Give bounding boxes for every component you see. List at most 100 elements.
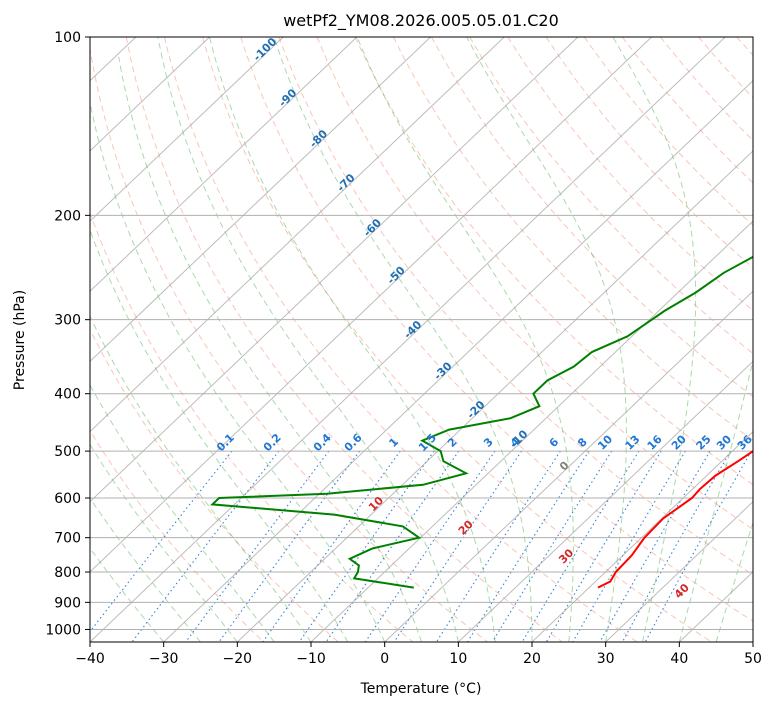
- mixing-ratio-label: 2: [445, 435, 460, 450]
- mixing-ratio-label: 6: [547, 435, 562, 450]
- moist-adiabat: [466, 37, 627, 642]
- background-grid: [0, 37, 753, 642]
- x-tick-label: −40: [75, 651, 105, 667]
- theta-label: 10: [366, 494, 386, 514]
- isotherm-line: [90, 37, 210, 152]
- isotherm-label: -60: [361, 216, 384, 239]
- x-tick-label: 0: [380, 651, 389, 667]
- dry-adiabat: [163, 37, 638, 642]
- y-tick-label: 600: [54, 491, 81, 507]
- moist-adiabat: [90, 443, 238, 642]
- series-group: [210, 255, 753, 589]
- isotherm-line: [90, 37, 431, 363]
- y-tick-label: 1000: [45, 622, 81, 638]
- isotherm-line: [457, 360, 753, 642]
- dry-adiabat: [90, 429, 264, 642]
- x-tick-label: 40: [670, 651, 688, 667]
- mixing-ratio-line: [599, 450, 711, 642]
- x-axis: −40 −30 −20 −10 0 10 20 30 40 50: [75, 642, 762, 667]
- moist-adiabat: [752, 640, 753, 642]
- isotherm-label: -20: [464, 398, 487, 421]
- isotherm-label: -80: [307, 127, 330, 150]
- dry-adiabat: [354, 37, 753, 486]
- moist-adiabat: [209, 37, 496, 642]
- mixing-ratio-label: 13: [623, 433, 643, 453]
- x-tick-label: 50: [744, 651, 762, 667]
- y-tick-label: 100: [54, 30, 81, 46]
- mixing-ratio-label: 8: [575, 435, 590, 450]
- moist-adiabat: [612, 37, 697, 642]
- x-tick-label: −30: [149, 651, 179, 667]
- isotherm-line: [752, 641, 753, 642]
- y-axis: 100 200 300 400 500 600 700 800 900 1000: [45, 30, 90, 638]
- dry-adiabat: [583, 37, 753, 226]
- dry-adiabat: [90, 211, 414, 642]
- x-tick-label: −10: [296, 651, 326, 667]
- mixing-ratio-label: 1: [386, 435, 401, 450]
- isotherm-line: [678, 571, 753, 642]
- mixing-ratio-line: [131, 450, 280, 642]
- isotherm-label: -90: [276, 86, 299, 109]
- plot-frame: [89, 36, 754, 643]
- mixing-ratio-line: [90, 450, 233, 633]
- mixing-ratio-label: 3: [481, 435, 496, 450]
- x-tick-label: 30: [597, 651, 615, 667]
- dry-adiabat: [278, 37, 753, 576]
- dry-adiabat: [621, 37, 753, 184]
- dry-adiabat: [125, 37, 563, 642]
- isotherm-line: [0, 37, 62, 642]
- dry-adiabat: [469, 37, 753, 355]
- y-tick-label: 200: [54, 208, 81, 224]
- mixing-ratio-line: [298, 450, 435, 642]
- dry-adiabat: [316, 37, 753, 531]
- y-tick-label: 800: [54, 565, 81, 581]
- dry-adiabat: [202, 37, 712, 642]
- moist-adiabat: [118, 56, 422, 642]
- moist-adiabat: [356, 37, 574, 642]
- y-tick-label: 900: [54, 595, 81, 611]
- isotherm-line: [605, 500, 753, 642]
- y-tick-label: 700: [54, 531, 81, 547]
- isotherm-line: [90, 37, 284, 222]
- mixing-ratio-label: 16: [645, 432, 665, 452]
- y-tick-label: 400: [54, 387, 81, 403]
- dry-adiabat: [698, 37, 753, 99]
- isotherm-line: [384, 290, 753, 642]
- y-axis-label: Pressure (hPa): [12, 290, 28, 390]
- y-tick-label: 300: [54, 313, 81, 329]
- isotherm-line: [531, 430, 753, 642]
- isotherm-line: [310, 220, 753, 642]
- x-tick-label: 10: [449, 651, 467, 667]
- mixing-ratio-line: [218, 450, 361, 642]
- isotherm-line: [90, 37, 358, 292]
- mixing-ratio-line: [393, 450, 523, 642]
- mixing-ratio-line: [572, 450, 686, 642]
- mixing-ratio-label: 36: [735, 432, 755, 452]
- moist-adiabat: [90, 228, 349, 642]
- theta-label: 40: [672, 581, 692, 601]
- series-line-2: [210, 255, 753, 589]
- mixing-ratio-label: 25: [694, 433, 714, 453]
- dry-adiabat: [90, 45, 488, 642]
- mixing-ratio-line: [644, 450, 752, 642]
- mixing-ratio-line: [521, 450, 640, 642]
- isotherm-label: -40: [401, 318, 424, 341]
- series-line-1: [597, 449, 753, 589]
- mixing-ratio-line: [491, 450, 613, 642]
- dry-adiabat: [90, 328, 339, 642]
- moist-adiabat: [715, 521, 753, 642]
- isotherm-line: [90, 37, 505, 433]
- dry-adiabat: [507, 37, 753, 312]
- mixing-ratio-label: 10: [595, 432, 615, 452]
- chart-title: wetPf2_YM08.2026.005.05.01.C20: [283, 11, 559, 31]
- moist-adiabat: [90, 314, 312, 642]
- theta-label: 20: [456, 517, 476, 537]
- dry-adiabat: [431, 37, 753, 398]
- dry-adiabat: [240, 37, 753, 622]
- isotherm-line: [163, 80, 753, 642]
- isotherm-line: [90, 37, 579, 503]
- moist-adiabat: [273, 37, 533, 642]
- dry-adiabat: [392, 37, 753, 442]
- moist-adiabat: [90, 100, 386, 642]
